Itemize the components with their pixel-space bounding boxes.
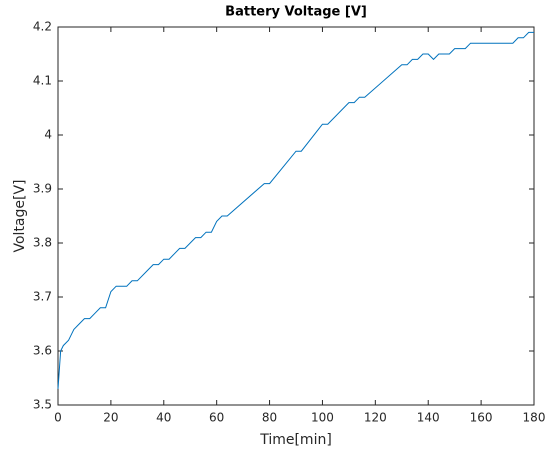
x-axis-label: Time[min] <box>259 432 332 448</box>
x-tick-label: 40 <box>156 411 171 425</box>
y-axis-label: Voltage[V] <box>12 179 28 252</box>
y-tick-label: 3.9 <box>33 182 52 196</box>
x-tick-label: 60 <box>209 411 224 425</box>
axes-box <box>57 26 535 406</box>
x-tick-label: 120 <box>364 411 387 425</box>
y-tick-label: 4 <box>44 128 52 142</box>
x-tick-label: 180 <box>523 411 546 425</box>
y-tick-label: 3.6 <box>33 344 52 358</box>
x-tick-label: 140 <box>417 411 440 425</box>
x-tick-label: 100 <box>311 411 334 425</box>
y-tick-label: 4.2 <box>33 20 52 34</box>
data-line <box>57 31 534 389</box>
y-tick-label: 3.5 <box>33 398 52 412</box>
x-tick-label: 20 <box>103 411 118 425</box>
chart-title: Battery Voltage [V] <box>225 5 367 20</box>
x-tick-label: 160 <box>470 411 493 425</box>
y-tick-label: 4.1 <box>33 74 52 88</box>
y-tick-label: 3.7 <box>33 290 52 304</box>
x-tick-label: 80 <box>262 411 277 425</box>
x-tick-label: 0 <box>54 411 62 425</box>
y-tick-label: 3.8 <box>33 236 52 250</box>
